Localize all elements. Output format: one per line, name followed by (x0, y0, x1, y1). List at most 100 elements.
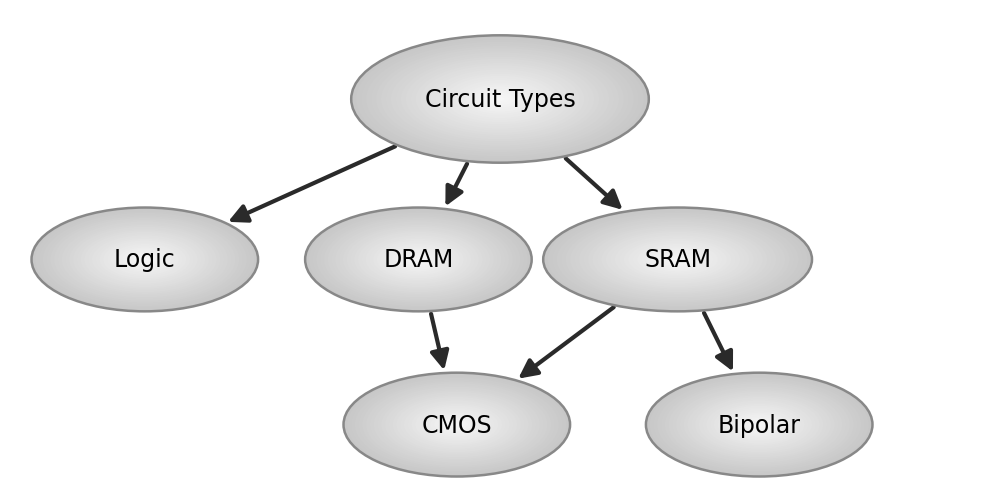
Ellipse shape (411, 404, 502, 445)
Ellipse shape (351, 36, 649, 163)
Ellipse shape (66, 223, 224, 296)
Ellipse shape (684, 390, 835, 459)
Ellipse shape (445, 77, 555, 123)
Text: Bipolar: Bipolar (718, 413, 801, 437)
Ellipse shape (588, 225, 767, 295)
Ellipse shape (438, 416, 476, 433)
Ellipse shape (50, 217, 239, 303)
Ellipse shape (676, 387, 842, 463)
Ellipse shape (385, 392, 529, 457)
Ellipse shape (355, 378, 559, 471)
Ellipse shape (725, 409, 793, 440)
Ellipse shape (362, 382, 551, 468)
Ellipse shape (309, 210, 528, 310)
Ellipse shape (126, 252, 164, 269)
Ellipse shape (328, 218, 509, 302)
Ellipse shape (431, 70, 569, 129)
Ellipse shape (141, 258, 149, 262)
Ellipse shape (592, 227, 763, 293)
Ellipse shape (335, 222, 501, 298)
Ellipse shape (366, 43, 634, 157)
Ellipse shape (400, 399, 513, 451)
Ellipse shape (655, 252, 700, 269)
Ellipse shape (369, 237, 467, 283)
Ellipse shape (490, 96, 510, 104)
Ellipse shape (637, 244, 718, 276)
Ellipse shape (579, 222, 776, 298)
Ellipse shape (58, 220, 232, 300)
Ellipse shape (411, 257, 426, 264)
Ellipse shape (449, 421, 464, 428)
Ellipse shape (455, 81, 545, 119)
Ellipse shape (669, 383, 850, 466)
Ellipse shape (77, 229, 213, 291)
Ellipse shape (32, 208, 258, 312)
Ellipse shape (453, 423, 461, 426)
Ellipse shape (392, 248, 445, 272)
Ellipse shape (672, 385, 846, 464)
Ellipse shape (642, 246, 713, 274)
Ellipse shape (344, 373, 570, 476)
Ellipse shape (88, 234, 201, 286)
Ellipse shape (324, 217, 513, 303)
Ellipse shape (436, 72, 564, 127)
Ellipse shape (706, 401, 812, 449)
Ellipse shape (73, 227, 217, 293)
Ellipse shape (133, 255, 156, 265)
Ellipse shape (416, 64, 584, 136)
Ellipse shape (664, 255, 691, 265)
Ellipse shape (584, 223, 772, 296)
Ellipse shape (137, 257, 152, 264)
Ellipse shape (442, 418, 472, 432)
Ellipse shape (99, 239, 190, 281)
Ellipse shape (407, 255, 430, 265)
Ellipse shape (610, 234, 745, 286)
Ellipse shape (729, 411, 789, 438)
Ellipse shape (415, 406, 498, 444)
Ellipse shape (748, 419, 771, 430)
Ellipse shape (381, 390, 532, 459)
Ellipse shape (386, 51, 614, 148)
Ellipse shape (122, 249, 167, 270)
Ellipse shape (475, 89, 525, 110)
Ellipse shape (485, 94, 515, 106)
Ellipse shape (320, 215, 517, 305)
Ellipse shape (687, 392, 831, 457)
Ellipse shape (423, 409, 491, 440)
Ellipse shape (374, 387, 540, 463)
Ellipse shape (415, 258, 422, 262)
Ellipse shape (733, 413, 786, 437)
Ellipse shape (305, 208, 532, 312)
Ellipse shape (358, 232, 479, 288)
Ellipse shape (332, 220, 505, 300)
Ellipse shape (744, 418, 774, 432)
Ellipse shape (575, 220, 781, 300)
Ellipse shape (111, 244, 179, 276)
Ellipse shape (404, 401, 510, 449)
Ellipse shape (427, 411, 487, 438)
Ellipse shape (107, 242, 183, 277)
Ellipse shape (376, 47, 624, 153)
Ellipse shape (347, 375, 566, 475)
Ellipse shape (130, 253, 160, 267)
Text: Circuit Types: Circuit Types (425, 88, 575, 112)
Ellipse shape (557, 213, 799, 307)
Ellipse shape (718, 406, 801, 444)
Ellipse shape (628, 241, 727, 279)
Text: SRAM: SRAM (644, 248, 711, 272)
Ellipse shape (408, 402, 506, 447)
Ellipse shape (381, 49, 619, 151)
Ellipse shape (430, 413, 483, 437)
Ellipse shape (606, 232, 749, 288)
Ellipse shape (657, 378, 861, 471)
Ellipse shape (92, 236, 198, 284)
Ellipse shape (653, 376, 865, 473)
Ellipse shape (755, 423, 763, 426)
Ellipse shape (316, 213, 520, 307)
Ellipse shape (752, 421, 767, 428)
Ellipse shape (434, 414, 479, 435)
Ellipse shape (646, 373, 872, 476)
Ellipse shape (351, 376, 563, 473)
Ellipse shape (400, 252, 437, 269)
Ellipse shape (391, 53, 609, 146)
